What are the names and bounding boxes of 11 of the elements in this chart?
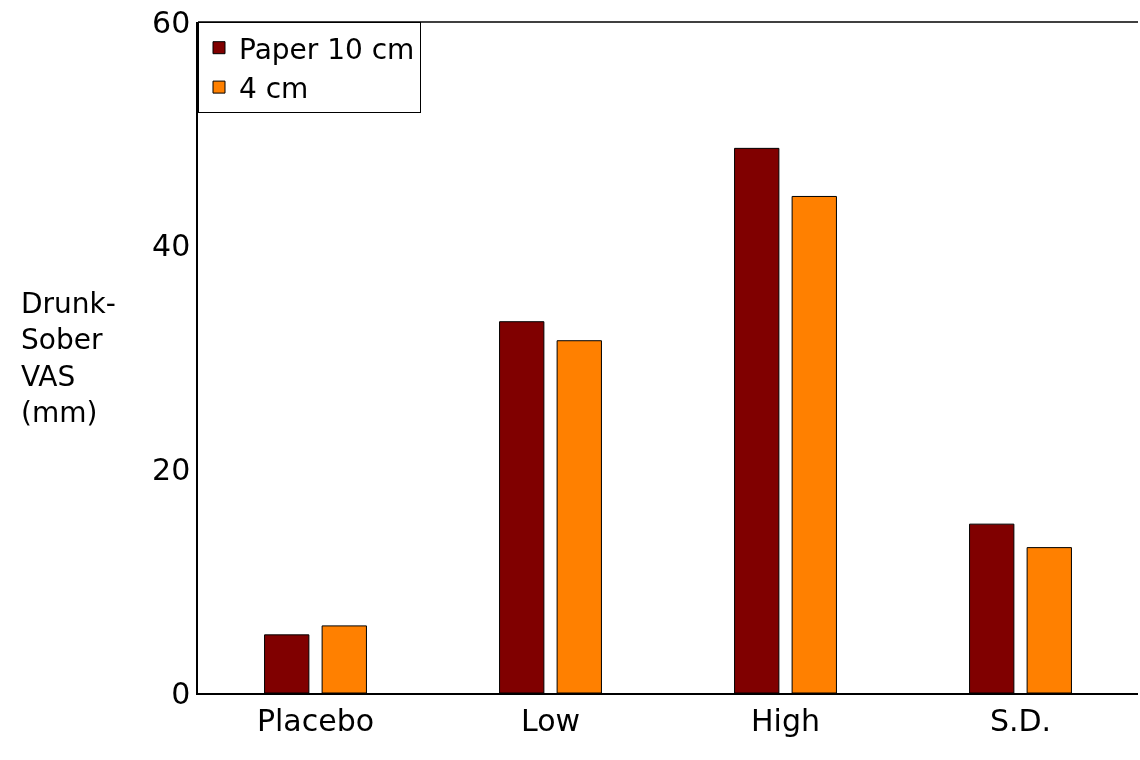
- y-tick-label: 60: [152, 4, 191, 40]
- x-tick-label: S.D.: [989, 702, 1052, 738]
- y-tick-label: 40: [152, 228, 191, 264]
- legend-label: Paper 10 cm: [239, 32, 415, 66]
- legend-label: 4 cm: [239, 72, 309, 106]
- y-axis-title: Drunk- Sober VAS (mm): [21, 287, 116, 430]
- y-tick-label: 0: [171, 675, 191, 711]
- x-tick-label: Low: [520, 702, 581, 738]
- x-tick-label: High: [751, 702, 820, 738]
- y-tick-label: 20: [152, 451, 191, 487]
- x-tick-label: Placebo: [256, 702, 375, 738]
